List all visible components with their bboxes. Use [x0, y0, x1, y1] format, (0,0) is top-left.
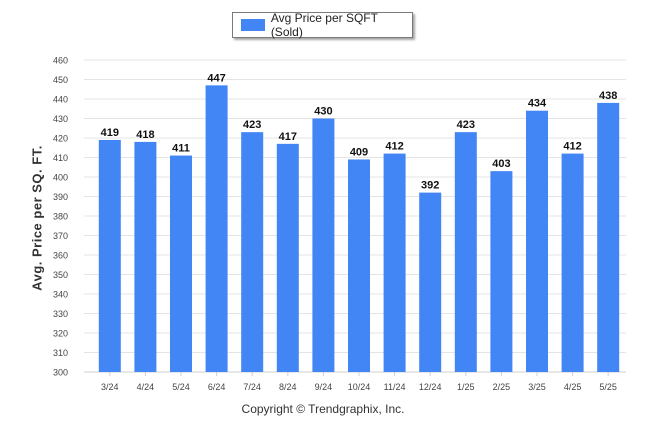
- y-tick-label: 380: [53, 212, 68, 222]
- y-tick-label: 370: [53, 231, 68, 241]
- bar: [98, 139, 121, 372]
- x-tick-label: 5/24: [172, 382, 190, 392]
- y-tick-label: 310: [53, 348, 68, 358]
- x-tick-label: 3/24: [101, 382, 119, 392]
- copyright-text: Copyright © Trendgraphix, Inc.: [241, 402, 405, 416]
- data-label: 412: [385, 141, 403, 153]
- data-label: 409: [350, 146, 368, 158]
- bar: [419, 192, 442, 372]
- y-tick-label: 410: [53, 153, 68, 163]
- data-label: 430: [314, 106, 332, 118]
- y-tick-label: 320: [53, 329, 68, 339]
- bar: [348, 159, 370, 372]
- bar: [241, 132, 264, 372]
- y-tick-label: 420: [53, 134, 68, 144]
- bar: [134, 141, 157, 372]
- x-tick-label: 3/25: [528, 382, 546, 392]
- bar: [561, 153, 584, 372]
- y-tick-label: 300: [53, 368, 68, 378]
- y-tick-label: 460: [53, 56, 68, 66]
- x-tick-label: 9/24: [315, 382, 333, 392]
- data-label: 438: [599, 90, 617, 102]
- bar: [170, 155, 192, 372]
- data-label: 417: [279, 131, 297, 143]
- x-tick-label: 11/24: [384, 382, 406, 392]
- y-tick-label: 450: [53, 75, 68, 85]
- y-tick-label: 400: [53, 173, 68, 183]
- bar: [526, 110, 548, 372]
- data-label: 434: [528, 98, 547, 110]
- chart-legend: Avg Price per SQFT (Sold): [232, 11, 413, 39]
- x-tick-label: 7/24: [243, 382, 261, 392]
- x-tick-label: 12/24: [419, 382, 442, 392]
- x-tick-label: 4/24: [137, 382, 155, 392]
- data-label: 403: [492, 158, 510, 170]
- y-tick-label: 350: [53, 270, 68, 280]
- x-tick-label: 10/24: [348, 382, 371, 392]
- x-tick-label: 4/25: [564, 382, 582, 392]
- y-tick-label: 330: [53, 309, 68, 319]
- x-tick-label: 6/24: [208, 382, 226, 392]
- x-tick-label: 1/25: [457, 382, 475, 392]
- y-tick-label: 360: [53, 251, 68, 261]
- data-label: 392: [421, 180, 439, 192]
- x-tick-label: 8/24: [279, 382, 297, 392]
- data-label: 411: [172, 143, 190, 155]
- data-label: 419: [101, 127, 119, 139]
- bar: [383, 153, 406, 372]
- legend-label: Avg Price per SQFT (Sold): [270, 11, 378, 39]
- data-label: 447: [207, 72, 225, 84]
- y-tick-label: 390: [53, 192, 68, 202]
- data-label: 418: [136, 129, 154, 141]
- bar: [454, 132, 477, 372]
- data-label: 423: [457, 119, 475, 131]
- y-tick-label: 440: [53, 95, 68, 105]
- bar: [490, 171, 513, 372]
- bar: [597, 102, 620, 373]
- y-tick-label: 340: [53, 290, 68, 300]
- x-tick-label: 2/25: [493, 382, 511, 392]
- data-label: 412: [563, 141, 581, 153]
- bar: [276, 143, 299, 372]
- bar: [312, 118, 335, 372]
- data-label: 423: [243, 119, 261, 131]
- x-tick-label: 5/25: [599, 382, 617, 392]
- legend-swatch: [241, 19, 265, 31]
- y-tick-label: 430: [53, 114, 68, 124]
- bar: [205, 85, 228, 372]
